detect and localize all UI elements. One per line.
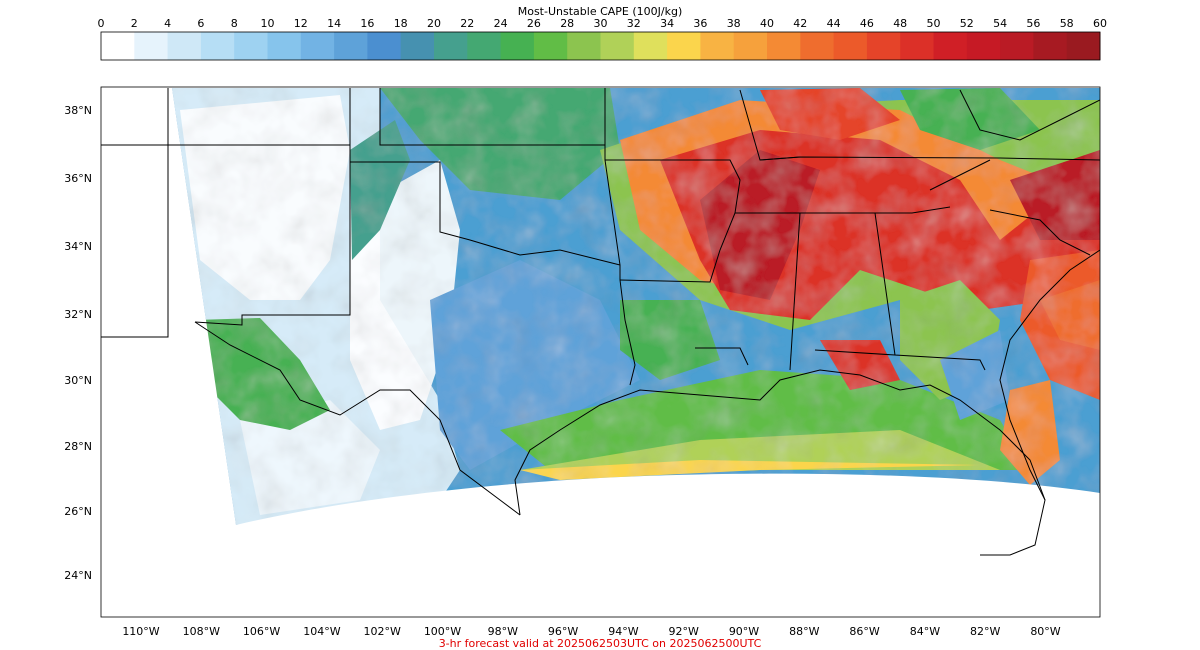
- colorbar-tick-label: 8: [231, 17, 238, 30]
- latitude-labels: 38°N 36°N 34°N 32°N 30°N 28°N 26°N 24°N: [64, 104, 92, 582]
- colorbar-cell: [101, 32, 135, 60]
- colorbar-tick-label: 4: [164, 17, 171, 30]
- colorbar-tick-label: 34: [660, 17, 674, 30]
- colorbar-title: Most-Unstable CAPE (100J/kg): [518, 5, 683, 18]
- colorbar-tick-label: 18: [394, 17, 408, 30]
- colorbar-tick-label: 40: [760, 17, 774, 30]
- colorbar-tick-label: 60: [1093, 17, 1107, 30]
- colorbar-cell: [1000, 32, 1034, 60]
- colorbar-cell: [800, 32, 835, 60]
- longitude-label: 80°W: [1030, 625, 1060, 638]
- latitude-label: 26°N: [64, 505, 92, 518]
- forecast-footer: 3-hr forecast valid at 2025062503UTC on …: [439, 637, 762, 650]
- colorbar-tick-label: 20: [427, 17, 441, 30]
- longitude-labels: 110°W 108°W 106°W 104°W 102°W 100°W 98°W 96°W 94…: [122, 625, 1060, 638]
- longitude-label: 88°W: [789, 625, 819, 638]
- colorbar-tick-label: 50: [927, 17, 941, 30]
- colorbar-tick-label: 0: [98, 17, 105, 30]
- colorbar-tick-label: 46: [860, 17, 874, 30]
- colorbar-cell: [1066, 32, 1101, 60]
- longitude-label: 104°W: [303, 625, 340, 638]
- longitude-label: 92°W: [669, 625, 699, 638]
- latitude-label: 38°N: [64, 104, 92, 117]
- latitude-label: 28°N: [64, 440, 92, 453]
- colorbar-cell: [767, 32, 801, 60]
- colorbar-cell: [533, 32, 568, 60]
- longitude-label: 96°W: [548, 625, 578, 638]
- colorbar-tick-label: 26: [527, 17, 541, 30]
- colorbar-tick-label: 10: [261, 17, 275, 30]
- colorbar-tick-label: 32: [627, 17, 641, 30]
- colorbar-cell: [966, 32, 1001, 60]
- colorbar-cell: [167, 32, 202, 60]
- longitude-label: 94°W: [608, 625, 638, 638]
- colorbar-tick-labels: 0 2 4 6 8 10 12 14 16 18 20 22 24 26 28 30 32 34 36 38 40 42 4…: [98, 17, 1108, 30]
- colorbar-frame: [100, 31, 1101, 61]
- colorbar-cell: [434, 32, 468, 60]
- longitude-label: 82°W: [970, 625, 1000, 638]
- longitude-label: 84°W: [910, 625, 940, 638]
- colorbar-cell: [733, 32, 768, 60]
- latitude-label: 36°N: [64, 172, 92, 185]
- colorbar-tick-label: 16: [360, 17, 374, 30]
- colorbar-cell: [500, 32, 535, 60]
- latitude-label: 34°N: [64, 240, 92, 253]
- colorbar-cell: [833, 32, 868, 60]
- longitude-label: 102°W: [364, 625, 401, 638]
- colorbar: [101, 32, 1101, 60]
- colorbar-tick-label: 6: [197, 17, 204, 30]
- longitude-label: 90°W: [729, 625, 759, 638]
- colorbar-cell: [300, 32, 335, 60]
- colorbar-cell: [334, 32, 368, 60]
- colorbar-tick-label: 52: [960, 17, 974, 30]
- colorbar-cell: [467, 32, 502, 60]
- longitude-label: 110°W: [122, 625, 159, 638]
- latitude-label: 24°N: [64, 569, 92, 582]
- longitude-label: 86°W: [849, 625, 879, 638]
- colorbar-cell: [667, 32, 701, 60]
- colorbar-tick-label: 30: [594, 17, 608, 30]
- colorbar-tick-label: 44: [827, 17, 841, 30]
- map-frame: [100, 86, 1101, 618]
- colorbar-tick-label: 14: [327, 17, 341, 30]
- colorbar-cell: [367, 32, 402, 60]
- latitude-label: 32°N: [64, 308, 92, 321]
- longitude-label: 98°W: [488, 625, 518, 638]
- colorbar-tick-label: 24: [494, 17, 508, 30]
- colorbar-tick-label: 54: [993, 17, 1007, 30]
- longitude-label: 108°W: [183, 625, 220, 638]
- state-borders: [101, 88, 1100, 556]
- colorbar-cell: [900, 32, 934, 60]
- longitude-label: 100°W: [424, 625, 461, 638]
- longitude-label: 106°W: [243, 625, 280, 638]
- colorbar-cell: [267, 32, 302, 60]
- colorbar-cell: [933, 32, 968, 60]
- colorbar-cell: [1033, 32, 1068, 60]
- colorbar-cell: [234, 32, 268, 60]
- colorbar-cell: [700, 32, 735, 60]
- colorbar-tick-label: 58: [1060, 17, 1074, 30]
- colorbar-tick-label: 28: [560, 17, 574, 30]
- colorbar-cell: [633, 32, 668, 60]
- colorbar-cell: [400, 32, 435, 60]
- latitude-label: 30°N: [64, 374, 92, 387]
- colorbar-tick-label: 42: [793, 17, 807, 30]
- colorbar-cell: [567, 32, 601, 60]
- colorbar-tick-label: 12: [294, 17, 308, 30]
- colorbar-cell: [866, 32, 901, 60]
- colorbar-cell: [200, 32, 235, 60]
- colorbar-tick-label: 36: [693, 17, 707, 30]
- colorbar-tick-label: 56: [1026, 17, 1040, 30]
- colorbar-tick-label: 38: [727, 17, 741, 30]
- colorbar-cell: [600, 32, 635, 60]
- colorbar-tick-label: 2: [131, 17, 138, 30]
- colorbar-cell: [134, 32, 169, 60]
- cape-field: [101, 88, 1100, 556]
- colorbar-tick-label: 48: [893, 17, 907, 30]
- colorbar-tick-label: 22: [460, 17, 474, 30]
